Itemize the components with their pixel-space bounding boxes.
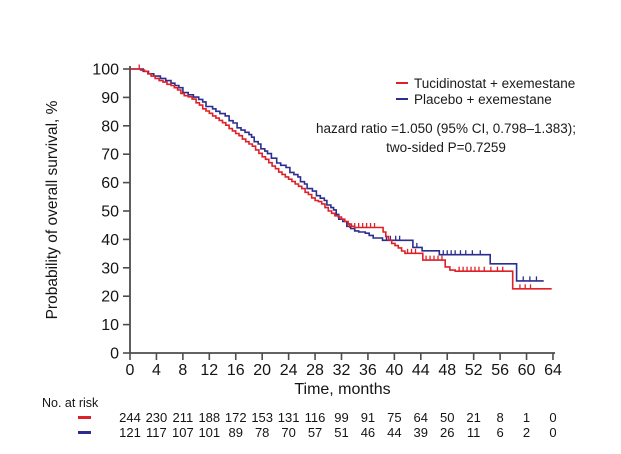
p-value-text: two-sided P=0.7259 xyxy=(386,139,506,155)
x-tick-label: 36 xyxy=(359,362,377,379)
x-tick-label: 48 xyxy=(438,362,456,379)
legend-item-tucidinostat: Tucidinostat + exemestane xyxy=(396,75,575,91)
x-tick-label: 16 xyxy=(227,362,245,379)
legend: Tucidinostat + exemestane Placebo + exem… xyxy=(396,75,575,107)
survival-curve-tucidinostat xyxy=(130,68,552,290)
risk-count: 244 xyxy=(119,410,141,425)
risk-count: 46 xyxy=(360,425,376,440)
x-tick-label: 24 xyxy=(280,362,298,379)
blue-line-swatch-icon xyxy=(78,431,91,434)
y-tick-label: 70 xyxy=(101,147,119,164)
risk-count: 230 xyxy=(145,410,168,425)
red-line-swatch-icon xyxy=(78,416,91,419)
risk-count: 51 xyxy=(334,425,349,440)
legend-label: Placebo + exemestane xyxy=(414,91,552,107)
x-axis-label: Time, months xyxy=(294,381,391,398)
risk-count: 107 xyxy=(172,425,194,440)
risk-count: 8 xyxy=(496,410,504,425)
y-tick-label: 0 xyxy=(110,346,119,363)
y-tick-label: 90 xyxy=(101,90,119,107)
risk-count: 172 xyxy=(224,410,247,425)
x-tick-label: 60 xyxy=(518,362,536,379)
y-tick-label: 80 xyxy=(101,118,119,135)
x-tick-label: 12 xyxy=(200,362,218,379)
risk-count: 50 xyxy=(439,410,455,425)
risk-values: 244 230 211 188 172 153 131 116 99 91 75 64 50 21 8 1 0 xyxy=(0,410,621,425)
legend-label: Tucidinostat + exemestane xyxy=(414,75,576,91)
risk-count: 75 xyxy=(387,410,402,425)
risk-count: 101 xyxy=(198,425,221,440)
axis-lines xyxy=(129,66,555,354)
x-tick-label: 40 xyxy=(385,362,403,379)
x-tick-label: 4 xyxy=(152,362,161,379)
risk-count: 153 xyxy=(251,410,274,425)
survival-curve-placebo xyxy=(130,68,544,282)
y-tick-label: 40 xyxy=(101,232,119,249)
y-tick-label: 50 xyxy=(101,204,119,221)
risk-count: 44 xyxy=(387,425,402,440)
risk-count: 39 xyxy=(413,425,429,440)
risk-row-tucidinostat: 244 230 211 188 172 153 131 116 99 91 75 64 50 21 8 1 0 xyxy=(0,410,621,425)
risk-count: 211 xyxy=(172,410,194,425)
y-tick-label: 60 xyxy=(101,175,119,192)
risk-table-title: No. at risk xyxy=(42,396,99,410)
legend-item-placebo: Placebo + exemestane xyxy=(396,91,575,107)
risk-count: 0 xyxy=(549,410,557,425)
risk-count: 91 xyxy=(360,410,376,425)
hazard-ratio-text: hazard ratio =1.050 (95% CI, 0.798–1.383… xyxy=(315,121,577,136)
risk-count: 21 xyxy=(466,410,481,425)
risk-count: 78 xyxy=(254,425,270,440)
risk-count: 117 xyxy=(146,425,167,440)
risk-count: 11 xyxy=(466,425,481,440)
x-tick-label: 52 xyxy=(465,362,483,379)
y-tick-label: 20 xyxy=(101,289,119,306)
risk-row-placebo: 121 117 107 101 89 78 70 57 51 46 44 39 26 11 6 2 0 xyxy=(0,425,621,440)
y-tick-label: 100 xyxy=(92,62,119,79)
x-tick-label: 20 xyxy=(253,362,271,379)
x-tick-label: 56 xyxy=(491,362,509,379)
y-axis-label: Probability of overall survival, % xyxy=(44,100,61,320)
y-tick-label: 10 xyxy=(101,317,119,334)
risk-count: 1 xyxy=(522,410,531,425)
risk-count: 26 xyxy=(439,425,455,440)
risk-count: 116 xyxy=(304,410,326,425)
x-tick-label: 64 xyxy=(544,362,562,379)
risk-count: 0 xyxy=(549,425,557,440)
risk-count: 131 xyxy=(277,410,300,425)
y-tick-label: 30 xyxy=(101,260,119,277)
x-tick-label: 32 xyxy=(333,362,351,379)
x-tick-label: 8 xyxy=(178,362,187,379)
risk-values: 121 117 107 101 89 78 70 57 51 46 44 39 26 11 6 2 0 xyxy=(0,425,621,440)
risk-count: 64 xyxy=(413,410,429,425)
blue-line-swatch-icon xyxy=(396,97,408,101)
risk-count: 121 xyxy=(119,425,141,440)
risk-count: 89 xyxy=(228,425,243,440)
risk-count: 70 xyxy=(281,425,296,440)
x-tick-label: 44 xyxy=(412,362,430,379)
risk-count: 188 xyxy=(198,410,221,425)
x-tick-label: 0 xyxy=(126,362,135,379)
risk-count: 2 xyxy=(522,425,531,440)
risk-count: 57 xyxy=(307,425,323,440)
risk-count: 99 xyxy=(334,410,349,425)
x-tick-label: 28 xyxy=(306,362,324,379)
risk-count: 6 xyxy=(496,425,504,440)
red-line-swatch-icon xyxy=(396,81,408,85)
stats-annotation: hazard ratio =1.050 (95% CI, 0.798–1.383… xyxy=(281,120,611,157)
